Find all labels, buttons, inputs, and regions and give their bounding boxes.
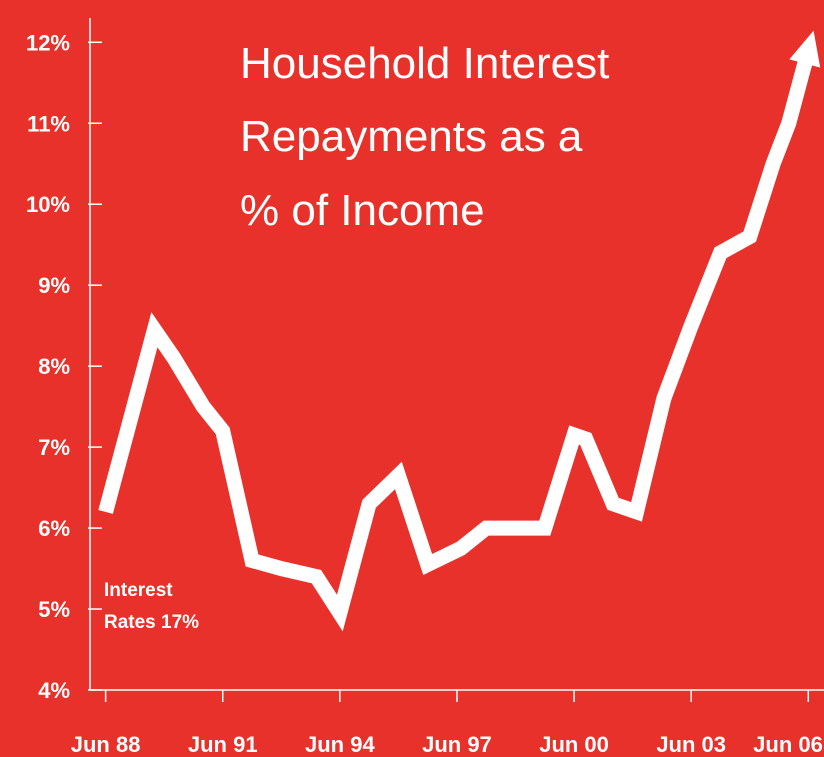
chart-title-line-3: % of Income: [240, 186, 485, 235]
x-tick-label: Jun 00: [539, 732, 609, 757]
y-tick-label: 6%: [38, 516, 70, 541]
x-tick-label: Jun 88: [71, 732, 141, 757]
annotation-line-2: Rates 17%: [104, 612, 199, 633]
y-tick-label: 5%: [38, 597, 70, 622]
x-tick-label: Jun 97: [422, 732, 492, 757]
series-layer: [98, 30, 821, 632]
y-tick-label: 12%: [26, 30, 70, 55]
x-tick-label: Jun 03: [656, 732, 726, 757]
x-axis-tick-labels: Jun 88 Jun 91 Jun 94 Jun 97 Jun 00 Jun 03 Jun …: [71, 732, 823, 757]
y-tick-label: 8%: [38, 354, 70, 379]
y-tick-label: 9%: [38, 273, 70, 298]
chart-title-line-1: Household Interest: [240, 39, 609, 88]
y-axis-tick-labels: 4% 5% 6% 7% 8% 9% 10% 11% 12%: [26, 30, 70, 703]
y-tick-label: 7%: [38, 435, 70, 460]
y-tick-label: 10%: [26, 192, 70, 217]
y-tick-label: 11%: [27, 111, 70, 136]
chart-title-line-2: Repayments as a: [240, 112, 583, 161]
x-tick-label: Jun 94: [305, 732, 375, 757]
axes: [88, 18, 824, 702]
annotation-line-1: Interest: [104, 580, 173, 601]
y-tick-label: 4%: [38, 678, 70, 703]
series-arrowhead: [789, 30, 821, 68]
x-tick-label: Jun 06: [753, 732, 823, 757]
series-line: [98, 48, 816, 632]
x-tick-label: Jun 91: [188, 732, 258, 757]
